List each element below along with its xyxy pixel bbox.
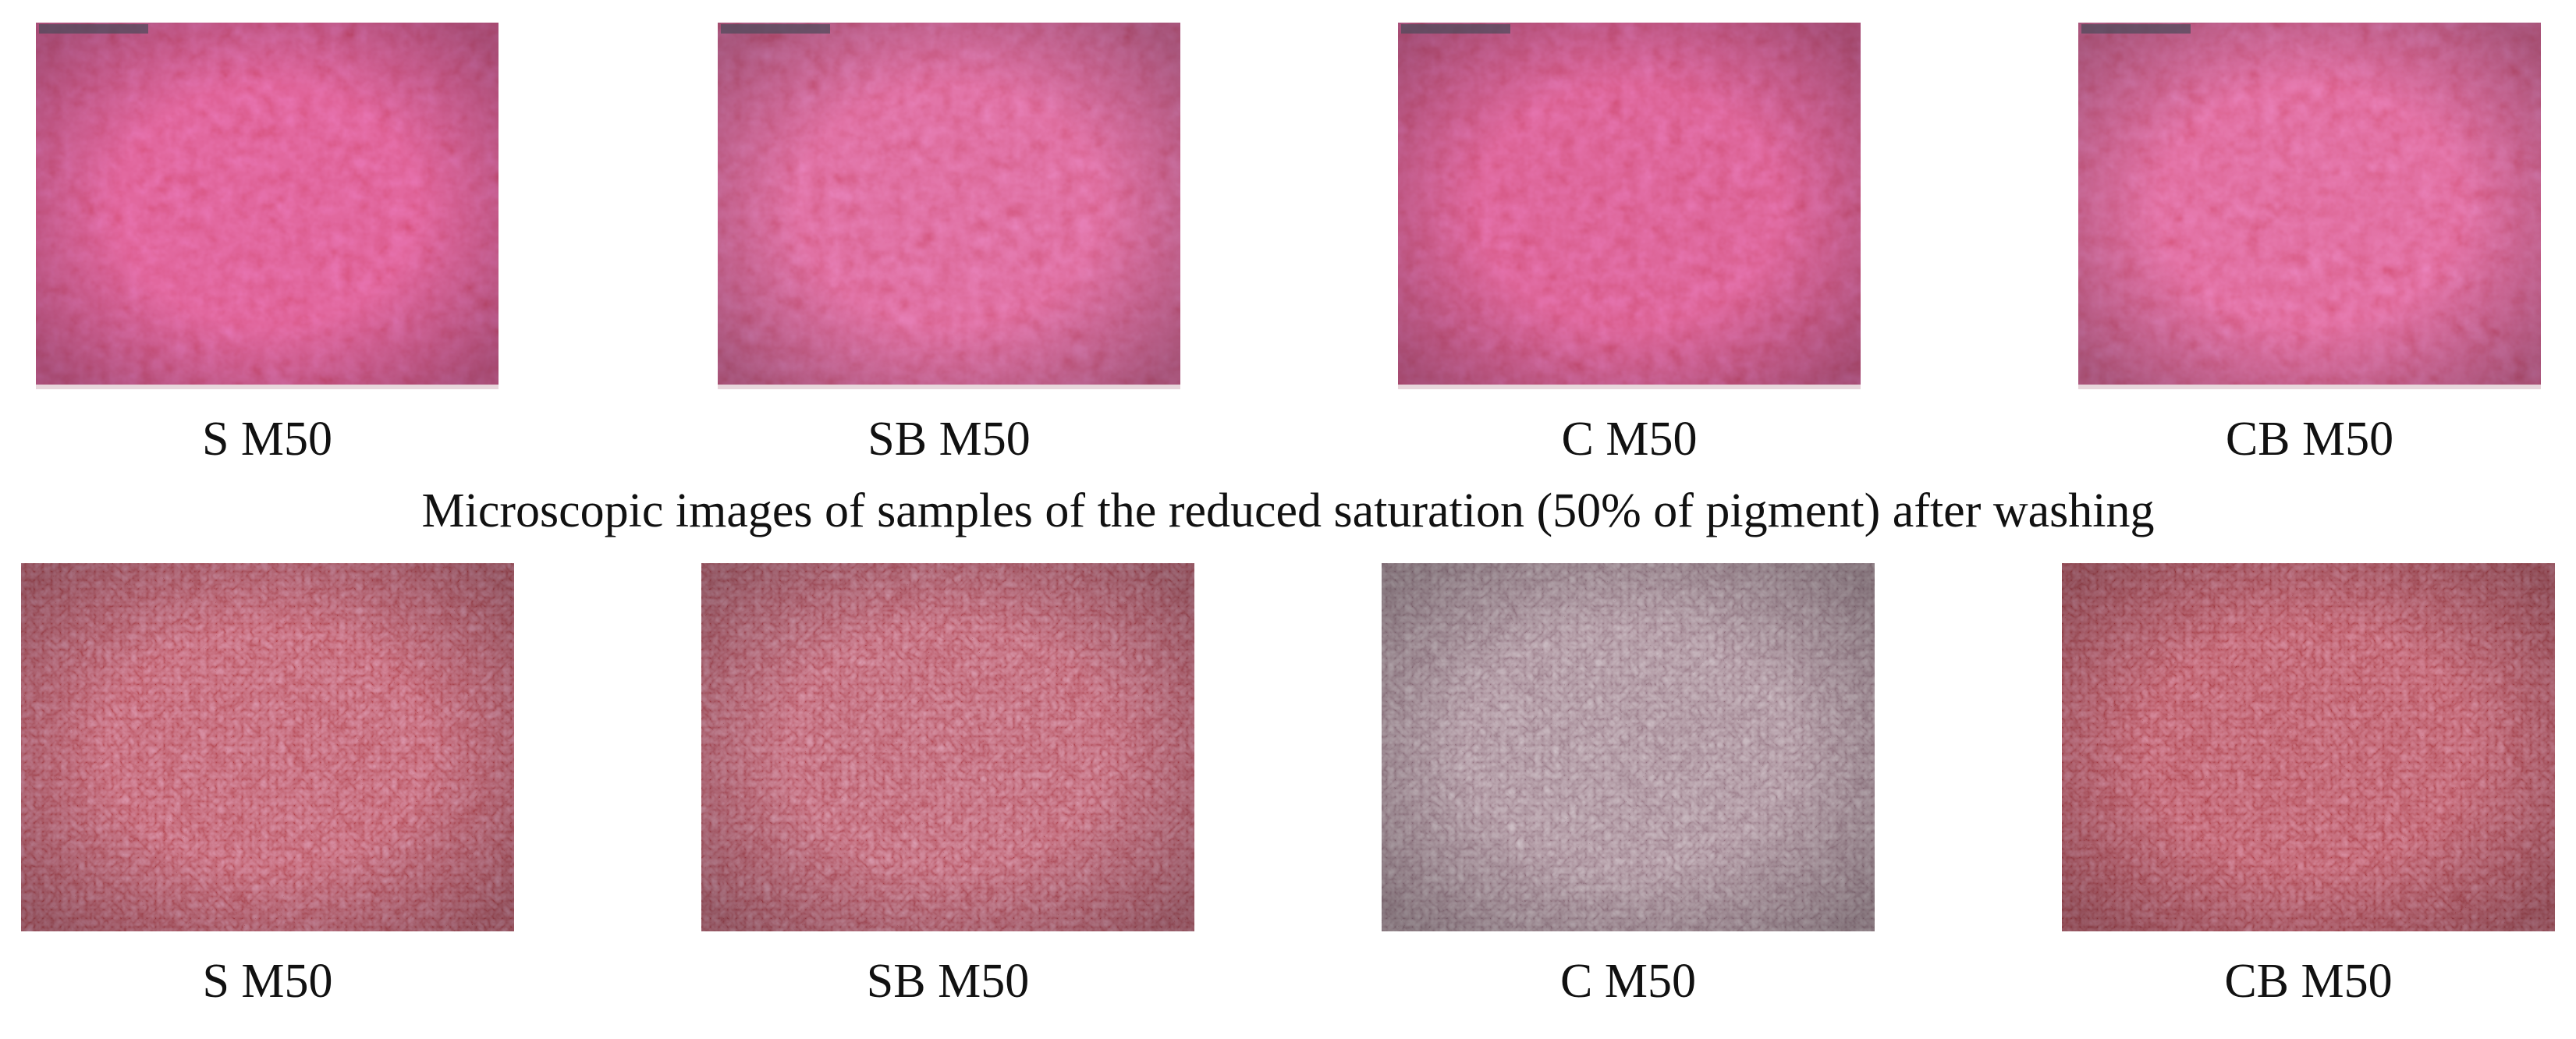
image-vignette [2078,23,2541,389]
microscope-image [21,563,514,931]
microscope-image [2062,563,2555,931]
image-vignette [21,563,514,931]
image-vignette [718,23,1180,389]
image-label: C M50 [1560,955,1696,1008]
image-label: SB M50 [867,955,1029,1008]
image-info-bar [1401,24,1510,34]
image-label: S M50 [202,413,332,466]
image-label: C M50 [1562,413,1698,466]
microscope-image [1398,23,1861,389]
microscope-image [36,23,499,389]
image-info-bar [39,24,148,34]
microscope-image [1382,563,1875,931]
image-bottom-edge [1398,385,1861,389]
image-bottom-edge [36,385,499,389]
microscope-image [718,23,1180,389]
image-vignette [1382,563,1875,931]
image-bottom-edge [718,385,1180,389]
image-bottom-edge [2078,385,2541,389]
image-label: CB M50 [2224,955,2392,1008]
image-label: S M50 [202,955,332,1008]
image-vignette [2062,563,2555,931]
image-info-bar [2081,24,2191,34]
image-vignette [1398,23,1861,389]
image-label: SB M50 [868,413,1030,466]
image-label: CB M50 [2226,413,2393,466]
figure-caption: Microscopic images of samples of the red… [422,484,2155,537]
microscope-image [2078,23,2541,389]
image-vignette [36,23,499,389]
image-vignette [701,563,1194,931]
image-info-bar [721,24,830,34]
microscope-image [701,563,1194,931]
